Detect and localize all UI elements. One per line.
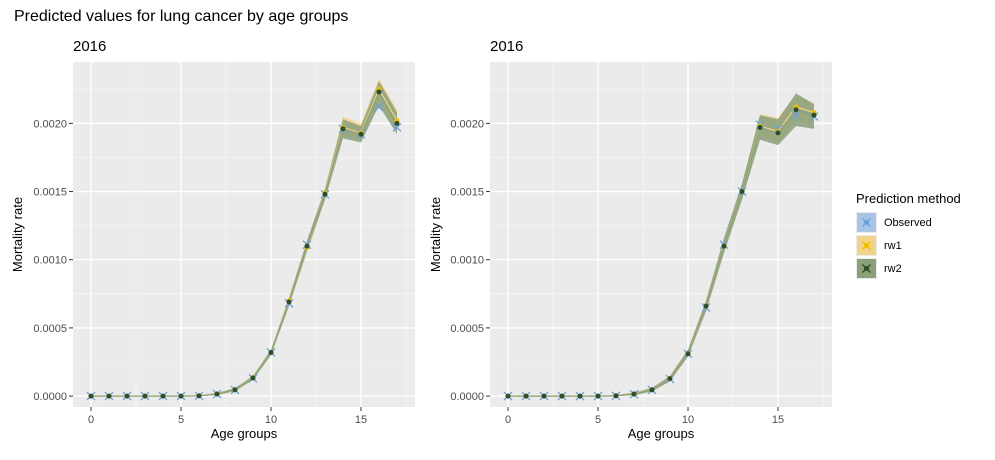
legend-item-rw1: rw1 — [856, 235, 902, 256]
point-rw2 — [286, 299, 292, 305]
point-rw2 — [811, 112, 817, 118]
x-tick-label: 5 — [595, 414, 601, 426]
point-rw2 — [196, 393, 202, 399]
point-rw2 — [721, 243, 727, 249]
figure-title: Predicted values for lung cancer by age … — [14, 8, 348, 25]
point-rw2 — [775, 130, 781, 136]
y-tick-label: 0.0000 — [33, 391, 67, 403]
y-tick-label: 0.0020 — [450, 118, 484, 130]
y-tick-label: 0.0005 — [33, 323, 67, 335]
point-rw2 — [214, 391, 220, 397]
x-tick-label: 10 — [682, 414, 694, 426]
point-rw2 — [523, 393, 529, 399]
line-rw2 — [91, 90, 398, 397]
ribbon-rw1 — [91, 78, 397, 397]
point-rw2 — [685, 351, 691, 357]
point-rw2 — [358, 131, 364, 137]
plot-background — [490, 62, 832, 407]
point-rw2 — [793, 107, 799, 113]
point-rw2 — [304, 243, 310, 249]
legend-key-dot — [864, 266, 869, 271]
point-Observed — [773, 124, 783, 134]
x-tick-label: 0 — [88, 414, 94, 426]
point-rw2 — [250, 375, 256, 381]
point-rw2 — [142, 393, 148, 399]
legend-item-Observed: Observed — [856, 212, 932, 233]
point-Observed — [791, 110, 801, 120]
point-rw2 — [88, 393, 94, 399]
chart-panel-1: 0 5 10 15 0.0000 0.0005 0.0010 0.0015 0.0020 2016… — [10, 38, 415, 441]
y-tick-label: 0.0005 — [450, 323, 484, 335]
y-axis-label: Mortality rate — [10, 197, 25, 272]
x-axis-label: Age groups — [211, 426, 278, 441]
point-rw2 — [340, 126, 346, 132]
point-Observed — [374, 102, 384, 112]
legend-key-dot — [864, 220, 869, 225]
x-tick-label: 15 — [355, 414, 367, 426]
legend-label: rw1 — [884, 240, 902, 252]
x-tick-label: 0 — [505, 414, 511, 426]
point-rw2 — [124, 393, 130, 399]
y-tick-label: 0.0020 — [33, 118, 67, 130]
point-rw2 — [757, 124, 763, 130]
point-rw2 — [739, 189, 745, 195]
point-rw2 — [541, 393, 547, 399]
point-rw2 — [106, 393, 112, 399]
y-tick-label: 0.0010 — [33, 255, 67, 267]
point-rw2 — [613, 393, 619, 399]
point-rw2 — [232, 387, 238, 393]
point-rw2 — [631, 391, 637, 397]
point-rw2 — [577, 393, 583, 399]
y-tick-label: 0.0000 — [450, 391, 484, 403]
point-rw2 — [160, 393, 166, 399]
point-Observed — [392, 122, 402, 132]
x-axis-label: Age groups — [628, 426, 695, 441]
y-tick-label: 0.0015 — [33, 187, 67, 199]
legend-label: rw2 — [884, 263, 902, 275]
point-rw2 — [178, 393, 184, 399]
y-tick-label: 0.0015 — [450, 187, 484, 199]
x-tick-label: 15 — [772, 414, 784, 426]
point-rw2 — [667, 376, 673, 382]
y-axis-label: Mortality rate — [428, 197, 443, 272]
plot-background — [73, 62, 415, 407]
point-rw2 — [376, 89, 382, 95]
point-rw2 — [649, 387, 655, 393]
point-rw2 — [595, 393, 601, 399]
panel-title: 2016 — [73, 38, 106, 55]
chart-panels: 0 5 10 15 0.0000 0.0005 0.0010 0.0015 0.0020 2016… — [10, 38, 832, 441]
chart-panel-2: 0 5 10 15 0.0000 0.0005 0.0010 0.0015 0.0020 2016… — [428, 38, 832, 441]
point-rw2 — [505, 393, 511, 399]
legend-item-rw2: rw2 — [856, 258, 902, 279]
point-rw2 — [322, 191, 328, 197]
legend-title: Prediction method — [856, 191, 961, 206]
point-rw2 — [559, 393, 565, 399]
x-tick-label: 10 — [265, 414, 277, 426]
point-rw2 — [394, 120, 400, 126]
legend-items: Observed rw1 rw2 — [856, 212, 932, 279]
legend: Prediction method Observed rw1 rw2 — [856, 191, 961, 279]
panel-title: 2016 — [490, 38, 523, 55]
point-rw2 — [703, 303, 709, 309]
x-tick-label: 5 — [178, 414, 184, 426]
y-tick-label: 0.0010 — [450, 255, 484, 267]
legend-key-dot — [864, 243, 869, 248]
point-rw2 — [268, 349, 274, 355]
legend-label: Observed — [884, 217, 932, 229]
